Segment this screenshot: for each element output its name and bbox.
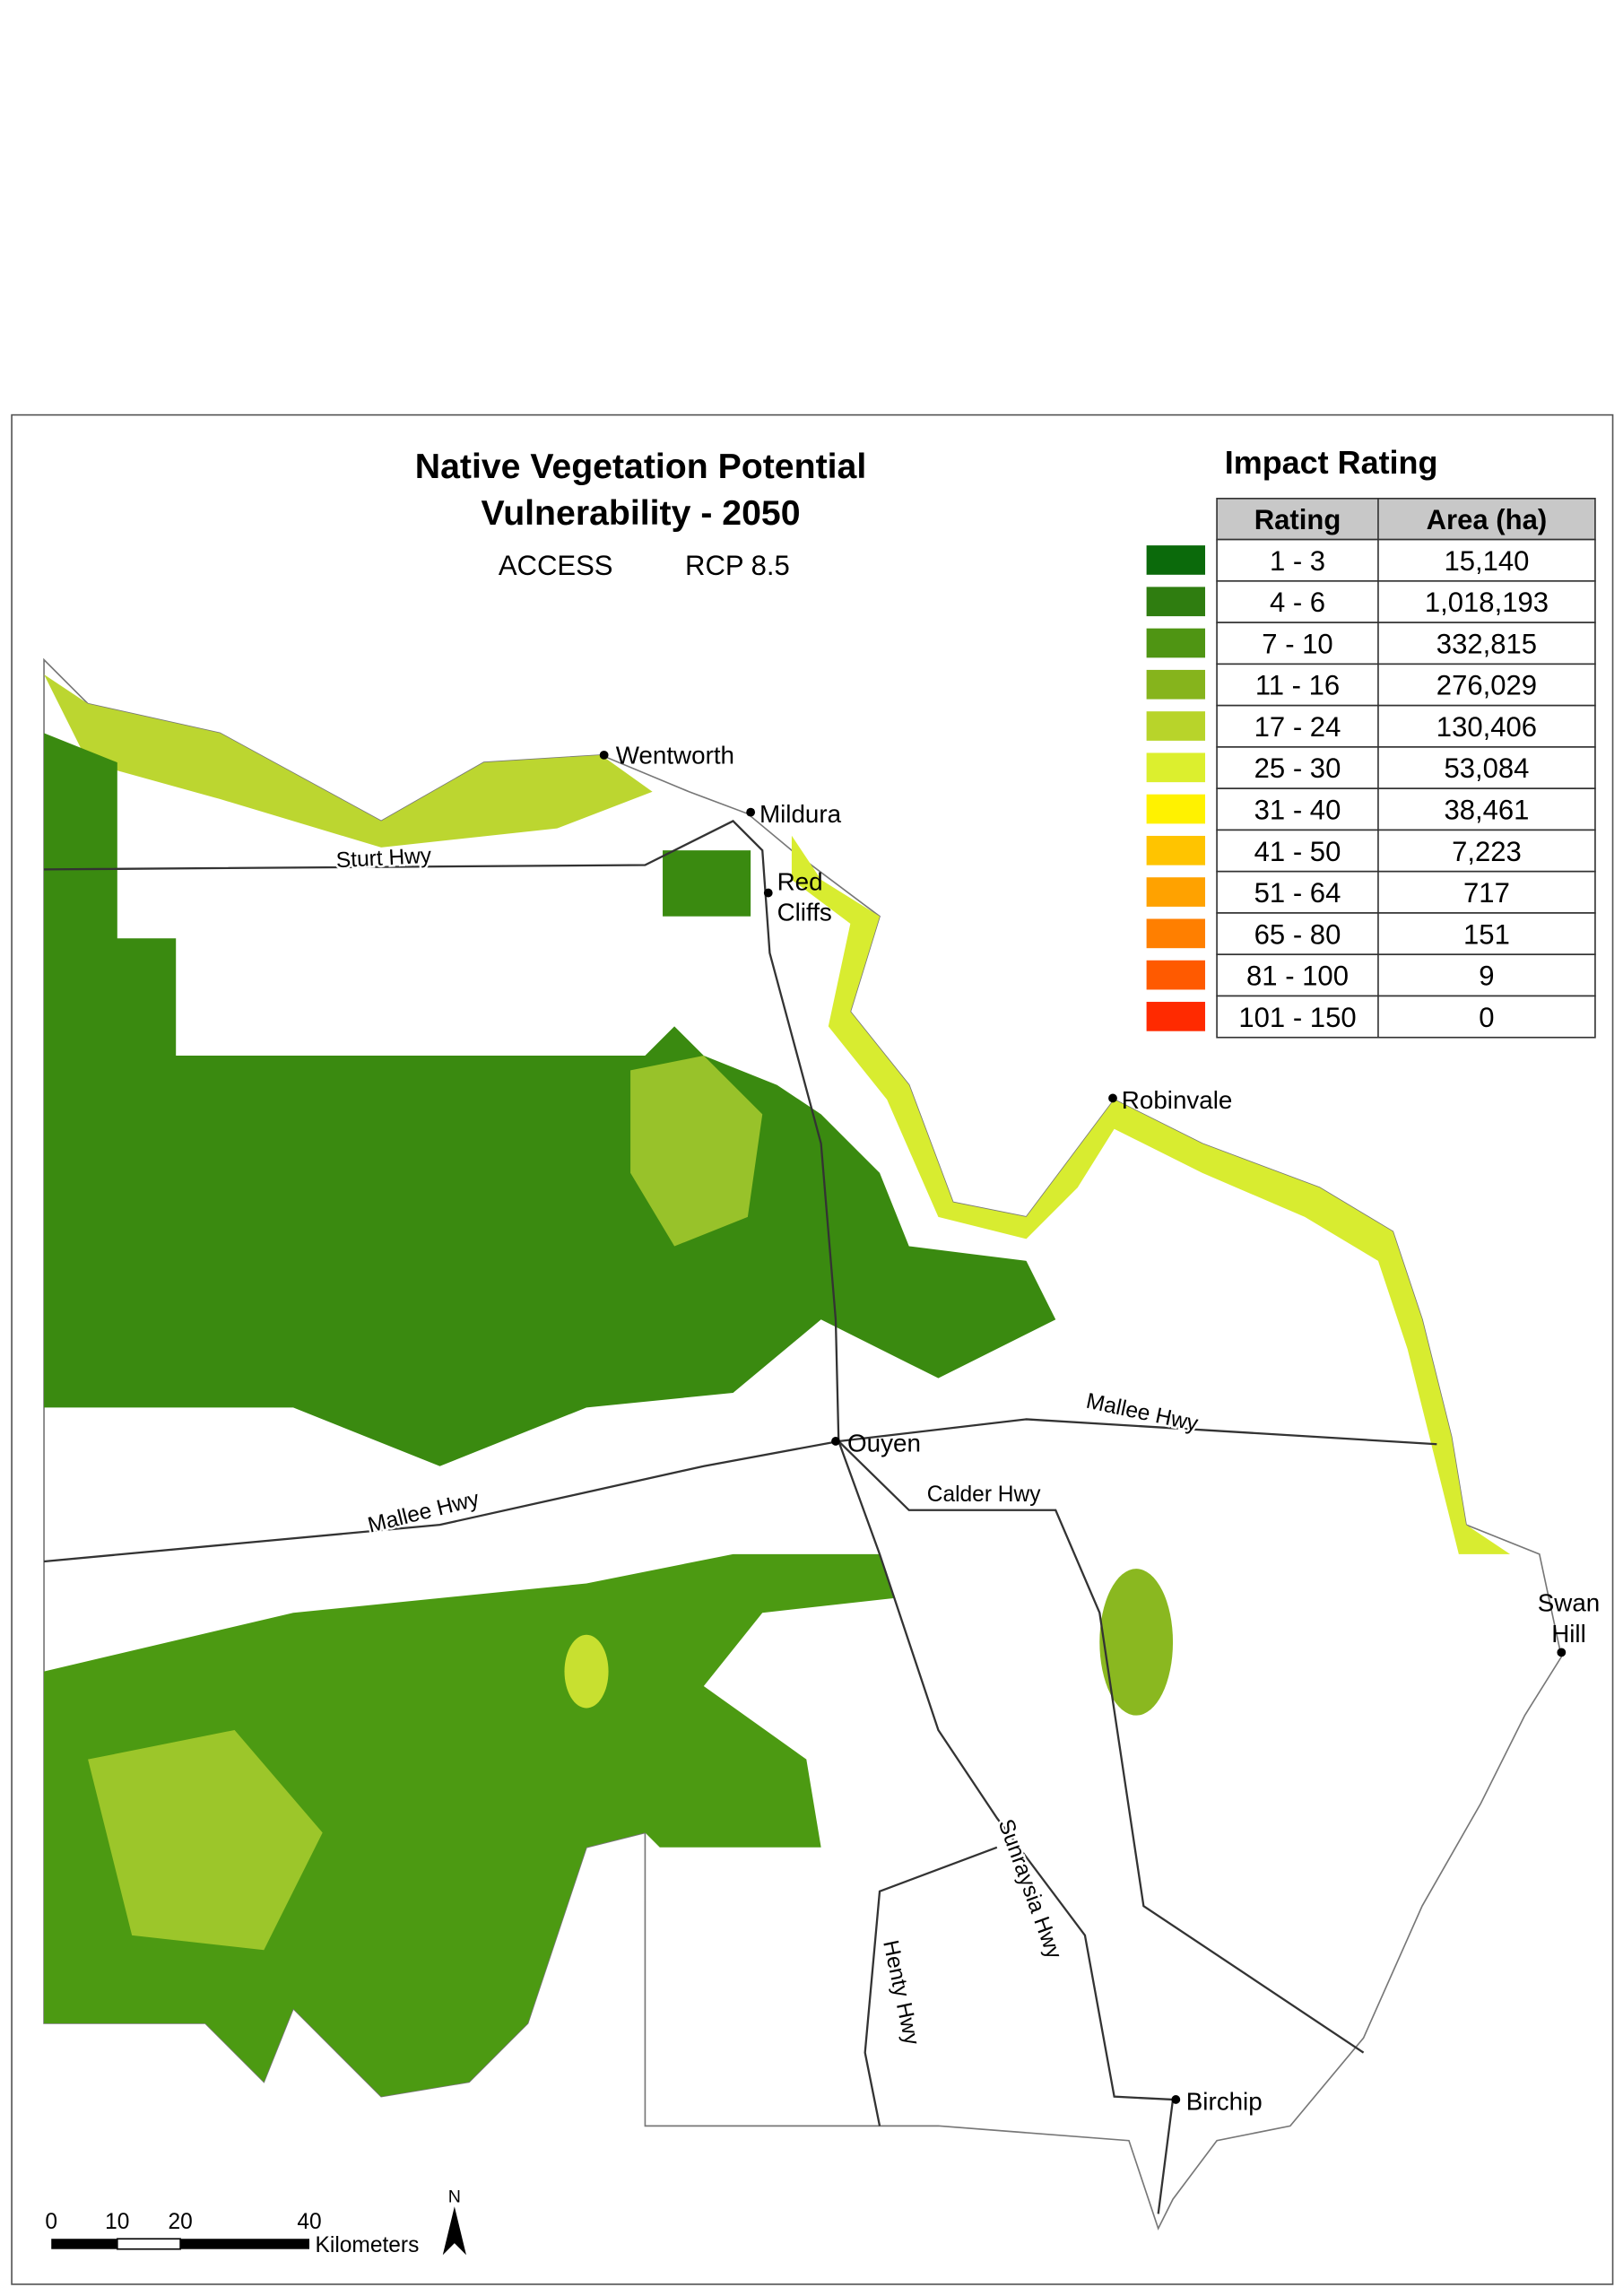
- legend-swatch: [1146, 545, 1206, 575]
- legend-cell: [1216, 580, 1596, 623]
- legend-rating: 17 - 24: [1254, 711, 1341, 743]
- place-label: Wentworth: [616, 742, 734, 770]
- legend-area: 717: [1463, 877, 1510, 909]
- legend-swatch: [1146, 794, 1206, 824]
- model: ACCESS: [499, 550, 613, 581]
- north-arrow: [442, 2206, 466, 2256]
- scale-segment: [51, 2239, 117, 2249]
- scale-segment: [116, 2238, 181, 2250]
- title-line: Native Vegetation Potential: [415, 447, 866, 486]
- scale-segment: [180, 2239, 309, 2249]
- legend-swatch: [1146, 587, 1206, 617]
- legend-area: 7,223: [1452, 836, 1522, 867]
- lake-vegetation: [1099, 1569, 1174, 1716]
- legend: Impact Rating Rating Area (ha) 1 - 3 15,140…: [1146, 444, 1596, 1039]
- legend-header: Area (ha): [1427, 504, 1548, 535]
- place-label: Red: [777, 867, 823, 895]
- legend-rating: 41 - 50: [1254, 836, 1341, 867]
- place-label: Ouyen: [847, 1429, 921, 1457]
- place-label: Hill: [1551, 1620, 1586, 1648]
- legend-cell: [1216, 704, 1596, 748]
- place-label: Mildura: [759, 800, 842, 828]
- legend-cell: [1216, 787, 1596, 831]
- scale-tick-label: 20: [168, 2210, 192, 2234]
- legend-cell: [1216, 663, 1596, 707]
- legend-area: 151: [1463, 918, 1510, 950]
- legend-swatch: [1146, 669, 1206, 700]
- legend-rating: 1 - 3: [1270, 545, 1325, 577]
- legend-rating: 31 - 40: [1254, 794, 1341, 825]
- legend-swatch: [1146, 960, 1206, 990]
- scenario: RCP 8.5: [685, 550, 790, 581]
- legend-rating: 51 - 64: [1254, 877, 1341, 909]
- legend-cell: [1216, 953, 1596, 997]
- place-label: Birchip: [1186, 2087, 1263, 2115]
- legend-rating: 11 - 16: [1255, 670, 1340, 701]
- scale-tick-label: 10: [105, 2210, 129, 2234]
- place-dot: [1557, 1648, 1567, 1657]
- legend-area: 276,029: [1436, 670, 1537, 701]
- legend-area: 9: [1479, 961, 1494, 992]
- legend-cell: [1216, 995, 1596, 1039]
- road-label: Sturt Hwy: [335, 844, 432, 874]
- legend-swatch: [1146, 918, 1206, 949]
- place-dot: [746, 807, 756, 817]
- vegetation: [630, 1056, 763, 1247]
- title-line: Vulnerability - 2050: [481, 493, 800, 533]
- vegetation: [44, 674, 653, 848]
- legend-rating: 81 - 100: [1246, 961, 1349, 992]
- legend-rating: 4 - 6: [1270, 587, 1325, 618]
- place-dot: [1108, 1093, 1117, 1103]
- road-label: Calder Hwy: [927, 1483, 1041, 1507]
- vegetation: [88, 1729, 323, 1951]
- legend-rating: 25 - 30: [1254, 752, 1341, 784]
- legend-rating: 65 - 80: [1254, 918, 1341, 950]
- legend-rating: 7 - 10: [1262, 628, 1332, 659]
- vegetation: [791, 835, 1511, 1554]
- legend-swatch: [1146, 877, 1206, 907]
- legend-area: 38,461: [1444, 794, 1529, 825]
- place-label: Swan: [1538, 1589, 1601, 1617]
- legend-rating: 101 - 150: [1238, 1002, 1356, 1033]
- legend-cell: [1216, 870, 1596, 914]
- scale-tick-label: 40: [297, 2210, 321, 2234]
- legend-cell: [1216, 912, 1596, 956]
- legend-swatch: [1146, 752, 1206, 783]
- legend-area: 0: [1479, 1002, 1494, 1033]
- legend-area: 130,406: [1436, 711, 1537, 743]
- vegetation: [44, 733, 117, 865]
- legend-cell: [1216, 829, 1596, 873]
- place-dot: [599, 750, 609, 760]
- places: Wentworth Mildura Red Cliffs Robinvale Ouyen S…: [599, 742, 1601, 2115]
- scale-tick-label: 0: [45, 2210, 57, 2234]
- north-label: N: [448, 2187, 461, 2206]
- legend-swatch: [1146, 711, 1206, 741]
- place-dot: [763, 888, 773, 898]
- legend-cell: [1216, 622, 1596, 665]
- vegetation: [663, 850, 751, 917]
- vegetation: [44, 865, 1056, 1466]
- place-dot: [831, 1437, 840, 1446]
- legend-area: 15,140: [1444, 545, 1529, 577]
- legend-header: Rating: [1254, 504, 1341, 535]
- legend-title: Impact Rating: [1225, 444, 1438, 481]
- legend-area: 1,018,193: [1425, 587, 1549, 618]
- vegetation: [564, 1634, 609, 1709]
- legend-area: 53,084: [1444, 752, 1529, 784]
- legend-swatch: [1146, 1002, 1206, 1031]
- legend-area: 332,815: [1436, 628, 1537, 659]
- place-dot: [1171, 2095, 1181, 2104]
- place-label: Robinvale: [1122, 1086, 1233, 1114]
- legend-swatch: [1146, 628, 1206, 658]
- vegetation: [44, 1553, 895, 2097]
- scale-unit: Kilometers: [316, 2233, 420, 2257]
- place-label: Cliffs: [777, 899, 832, 926]
- legend-swatch: [1146, 835, 1206, 865]
